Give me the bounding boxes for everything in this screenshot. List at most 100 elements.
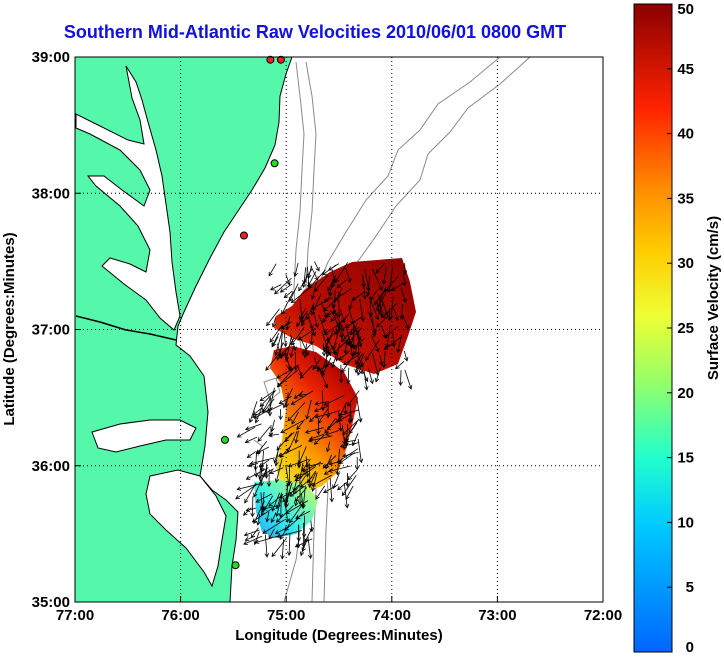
velocity-arrowhead [383,345,389,350]
velocity-arrow [294,391,304,399]
velocity-arrow [348,420,359,434]
velocity-arrow [350,326,360,335]
velocity-arrowhead [250,512,255,518]
velocity-arrowhead [387,317,392,322]
velocity-arrowhead [308,435,314,441]
velocity-arrow [313,356,319,370]
velocity-arrowhead [343,349,348,355]
velocity-arrowhead [289,353,294,358]
velocity-arrowhead [269,469,274,475]
velocity-arrowhead [314,365,320,371]
velocity-arrowhead [274,478,280,484]
velocity-arrowhead [280,429,285,434]
velocity-arrowhead [327,291,333,297]
velocity-arrowhead [359,363,364,368]
y-tick-label: 36:00 [32,458,70,475]
velocity-arrow [276,493,282,509]
velocity-arrow [301,492,304,508]
velocity-arrowhead [264,553,270,558]
velocity-arrowhead [342,453,347,458]
velocity-arrow [324,394,345,406]
velocity-arrow [344,267,351,283]
velocity-arrowhead [287,367,293,373]
velocity-arrow [271,419,275,432]
velocity-arrow [329,477,333,502]
y-tick-label: 39:00 [32,49,70,66]
velocity-arrow [325,454,332,469]
velocity-arrowhead [305,414,310,420]
velocity-arrowhead [270,518,275,524]
velocity-arrowhead [282,497,287,503]
velocity-arrowhead [278,513,284,519]
velocity-arrowhead [235,495,240,500]
velocity-arrow [253,480,262,497]
velocity-arrowhead [351,441,357,447]
velocity-arrow [354,342,359,356]
velocity-arrow [311,474,332,487]
velocity-arrowhead [330,317,336,323]
velocity-arrowhead [244,426,250,431]
velocity-arrowhead [285,518,290,523]
velocity-arrow [403,272,406,286]
velocity-arrow [339,452,355,464]
velocity-arrow [255,535,280,543]
velocity-arrow [284,290,293,298]
velocity-arrowhead [278,354,283,360]
velocity-arrow [257,514,261,526]
velocity-arrowhead [336,313,342,318]
velocity-arrow [271,538,287,557]
velocity-arrow [276,364,300,379]
velocity-arrowhead [245,507,251,512]
velocity-arrowhead [259,396,265,402]
velocity-arrow [347,367,350,384]
velocity-arrowhead [347,419,353,424]
velocity-arrow [302,461,322,473]
velocity-arrowhead [332,484,337,490]
velocity-arrowhead [270,427,275,433]
velocity-arrowhead [364,385,369,391]
velocity-arrowhead [260,467,265,473]
velocity-arrowhead [256,449,261,455]
velocity-arrowhead [299,374,305,379]
velocity-arrowhead [302,279,307,285]
velocity-arrowhead [345,495,350,500]
map-title: Southern Mid-Atlantic Raw Velocities 201… [63,22,567,42]
velocity-arrow [383,350,386,368]
velocity-arrow [333,315,343,338]
velocity-arrowhead [255,498,261,503]
velocity-arrowhead [290,400,296,405]
velocity-arrowhead [263,470,269,475]
velocity-arrow [326,441,331,452]
velocity-arrowhead [391,342,396,348]
velocity-arrow [333,310,345,332]
velocity-arrowhead [332,278,337,284]
velocity-arrow [285,274,290,285]
velocity-arrow [336,342,341,362]
velocity-arrow [243,507,252,516]
velocity-arrow [338,414,351,422]
velocity-arrow [364,269,370,291]
velocity-arrow [378,303,384,314]
velocity-arrowhead [243,532,249,537]
velocity-arrowhead [379,312,384,318]
velocity-arrowhead [334,330,339,336]
velocity-arrowhead [326,336,331,342]
velocity-arrowhead [315,495,320,500]
velocity-arrow [338,291,340,318]
velocity-arrow [328,460,342,465]
velocity-arrowhead [279,288,285,293]
velocity-arrowhead [395,364,400,370]
velocity-arrowhead [335,470,340,476]
velocity-arrowhead [254,418,259,424]
velocity-arrowhead [253,473,259,478]
velocity-arrowhead [321,351,327,357]
velocity-arrow [299,337,309,356]
station-marker [266,55,275,64]
velocity-arrow [403,350,408,361]
velocity-arrowhead [273,458,278,464]
velocity-arrow [356,398,362,422]
velocity-arrowhead [347,278,352,284]
velocity-arrowhead [286,280,291,286]
velocity-arrow [245,436,258,443]
velocity-arrowhead [314,401,320,406]
